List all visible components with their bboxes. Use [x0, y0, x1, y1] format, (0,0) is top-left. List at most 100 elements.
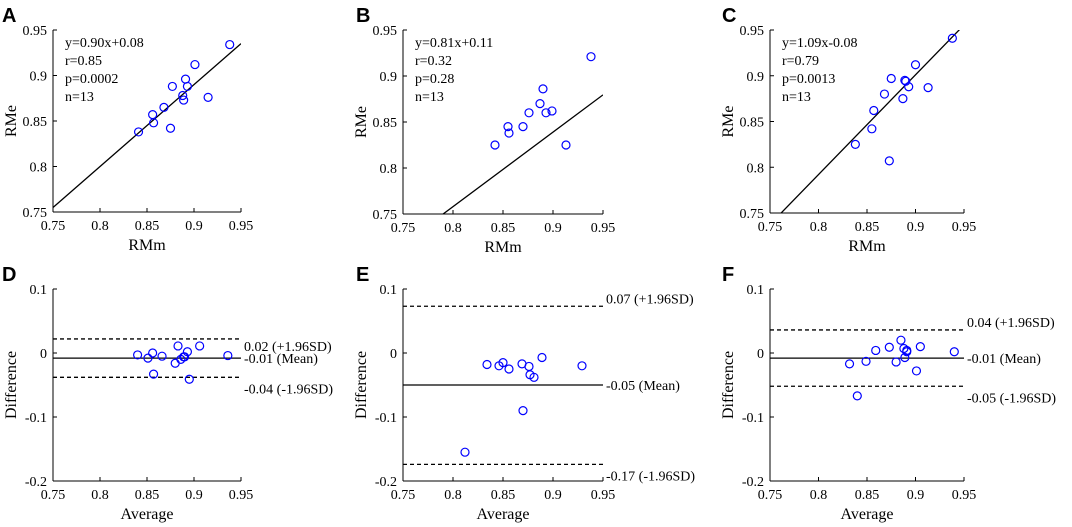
data-point: [949, 347, 959, 357]
fit-line: [780, 30, 961, 213]
stat-annotation: r=0.79: [782, 54, 819, 69]
x-tick-label: 0.9: [907, 488, 925, 503]
y-tick-label: 0.9: [30, 70, 48, 85]
data-point: [148, 348, 158, 358]
y-tick-label: 0.95: [373, 24, 398, 39]
data-point: [547, 106, 557, 116]
y-tick-label: -0.1: [25, 411, 47, 426]
lower-limit-label: -0.05 (-1.96SD): [967, 391, 1056, 406]
upper-limit-label: 0.04 (+1.96SD): [967, 316, 1055, 331]
data-point: [173, 341, 183, 351]
stat-annotation: n=13: [65, 90, 94, 105]
y-tick-label: -0.2: [742, 475, 764, 490]
data-point: [884, 156, 894, 166]
stat-annotation: n=13: [782, 90, 811, 105]
x-tick-label: 0.85: [491, 221, 516, 236]
x-tick-label: 0.85: [135, 219, 160, 234]
x-tick-label: 0.95: [952, 488, 977, 503]
data-point: [460, 447, 470, 457]
x-tick-label: 0.75: [41, 219, 66, 234]
y-tick-label: 0.1: [747, 283, 765, 298]
y-axis-label: Difference: [353, 351, 370, 419]
data-point: [884, 342, 894, 352]
data-point: [133, 127, 144, 137]
y-tick-label: 0.85: [23, 115, 48, 130]
y-axis-label: RMe: [720, 106, 737, 138]
x-tick-label: 0.8: [444, 488, 462, 503]
y-tick-label: 0: [40, 347, 47, 362]
x-tick-label: 0.95: [952, 220, 977, 235]
data-point: [869, 105, 879, 116]
data-point: [179, 95, 189, 105]
y-axis-label: RMe: [3, 105, 20, 137]
data-point: [504, 364, 514, 374]
data-point: [482, 359, 492, 370]
y-tick-label: -0.2: [375, 475, 397, 490]
x-tick-label: 0.8: [91, 219, 109, 234]
data-point: [190, 59, 200, 70]
x-tick-label: 0.8: [444, 221, 462, 236]
x-tick-label: 0.95: [229, 219, 254, 234]
y-tick-label: -0.2: [25, 475, 47, 490]
data-point: [537, 352, 547, 363]
stat-annotation: r=0.32: [415, 54, 452, 69]
y-tick-label: 0.8: [30, 161, 48, 176]
data-point: [524, 108, 534, 118]
x-axis-label: RMm: [484, 239, 522, 256]
data-point: [148, 369, 159, 379]
data-point: [902, 347, 912, 357]
stat-annotation: y=0.81x+0.11: [415, 36, 493, 51]
data-point: [133, 350, 143, 360]
data-point: [504, 128, 514, 138]
x-tick-label: 0.95: [591, 488, 616, 503]
data-point: [498, 358, 508, 368]
x-tick-label: 0.8: [810, 220, 828, 235]
data-point: [223, 350, 233, 361]
data-point: [871, 345, 881, 356]
mean-label: -0.01 (Mean): [967, 352, 1041, 367]
x-tick-label: 0.85: [855, 220, 880, 235]
lower-limit-label: -0.17 (-1.96SD): [606, 469, 695, 484]
data-point: [844, 359, 855, 369]
panel-e: E 0.75 0.8 0.85 0.9 0.95 -0.2 -0.1 0 0.1 Average Di…: [353, 264, 695, 523]
fit-line: [53, 43, 241, 208]
panel-b: B 0.75 0.8 0.85 0.9 0.95 0.75 0.8 0.85 0.9 0.95 RMm…: [353, 5, 615, 256]
x-tick-label: 0.8: [810, 488, 828, 503]
y-tick-label: 0.85: [373, 116, 398, 131]
upper-limit-label: 0.07 (+1.96SD): [606, 292, 694, 307]
data-point: [915, 342, 925, 352]
y-tick-label: 0.9: [747, 70, 765, 85]
y-tick-label: 0.95: [740, 24, 765, 39]
y-tick-label: 0.75: [23, 206, 48, 221]
x-tick-label: 0.85: [135, 488, 160, 503]
x-tick-label: 0.85: [855, 488, 880, 503]
data-point: [910, 60, 921, 70]
panel-label: C: [722, 5, 736, 27]
y-tick-label: 0.1: [380, 283, 398, 298]
upper-limit-label: 0.02 (+1.96SD): [244, 340, 332, 355]
panel-label: A: [2, 5, 16, 27]
data-point: [541, 108, 551, 118]
stat-annotation: y=1.09x-0.08: [782, 36, 858, 51]
panel-d: D 0.75 0.8 0.85 0.9 0.95 -0.2 -0.1 0 0.1 Average Di…: [2, 264, 333, 523]
x-tick-label: 0.9: [185, 219, 203, 234]
panel-label: E: [356, 264, 369, 286]
y-axis-label: Difference: [720, 351, 737, 419]
data-point: [852, 391, 862, 401]
data-point: [923, 83, 933, 93]
stat-annotation: n=13: [415, 90, 444, 105]
data-point: [148, 118, 159, 128]
data-point: [518, 121, 528, 132]
data-point: [203, 92, 213, 102]
data-point: [901, 76, 911, 86]
data-point: [529, 372, 539, 382]
data-point: [518, 406, 528, 416]
data-point: [899, 343, 909, 354]
data-point: [896, 335, 906, 345]
data-point: [891, 357, 901, 367]
panel-label: F: [722, 264, 734, 286]
data-point: [898, 94, 908, 104]
panel-label: D: [2, 264, 16, 286]
data-point: [195, 341, 205, 351]
stat-annotation: p=0.0002: [65, 72, 118, 87]
